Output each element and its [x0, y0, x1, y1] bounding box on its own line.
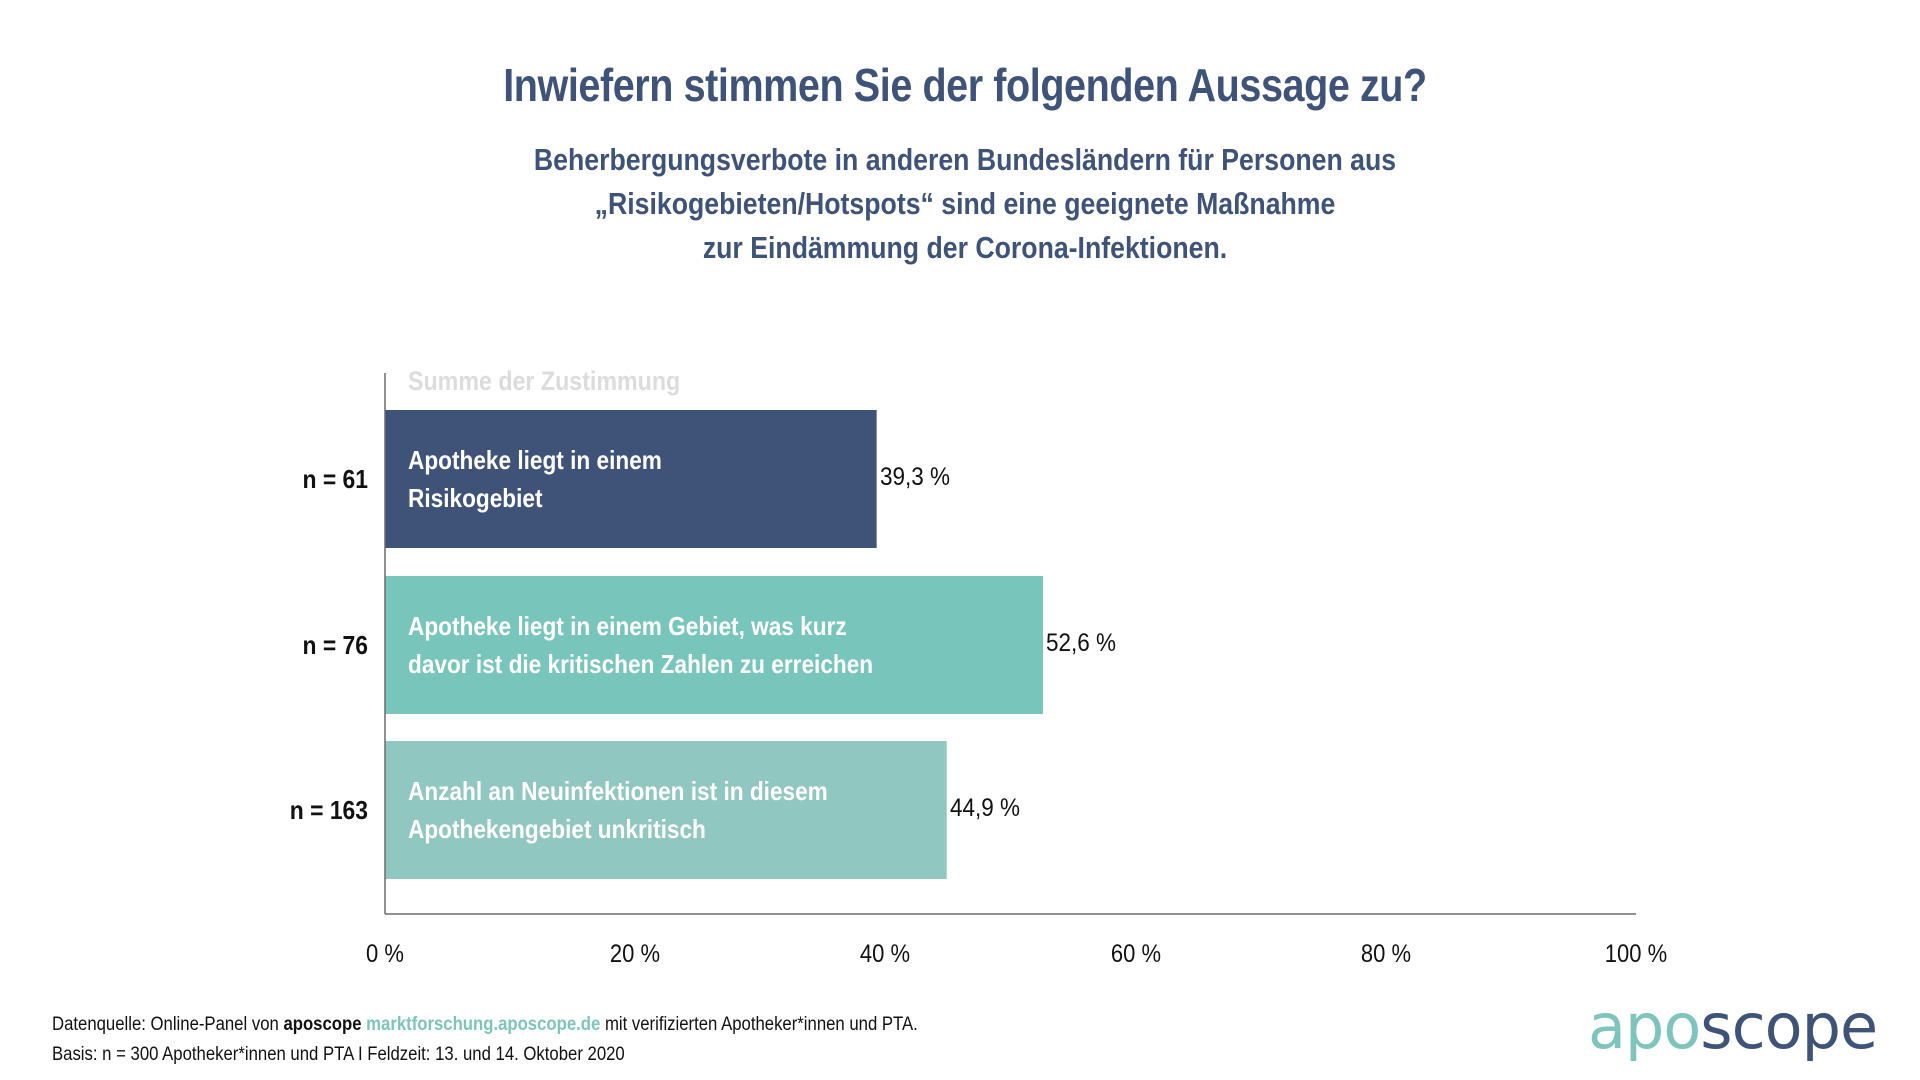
bar-value-label: 52,6 % [1046, 629, 1117, 657]
chart-title: Inwiefern stimmen Sie der folgenden Auss… [503, 59, 1427, 111]
footer-source-prefix: Datenquelle: Online-Panel von [52, 1014, 284, 1035]
bar-value-label: 44,9 % [949, 794, 1020, 822]
footer-source: Datenquelle: Online-Panel von aposcope m… [52, 1010, 918, 1040]
chart-header-label: Summe der Zustimmung [408, 366, 681, 396]
bar-category-label: Apothekengebiet unkritisch [408, 814, 706, 844]
sample-size-label: n = 76 [302, 630, 368, 660]
footer: Datenquelle: Online-Panel von aposcope m… [52, 1010, 918, 1070]
bar-category-label: Apotheke liegt in einem Gebiet, was kurz [408, 611, 847, 641]
logo-part-apo: apo [1588, 990, 1701, 1063]
bar [385, 410, 877, 548]
footer-source-link[interactable]: marktforschung.aposcope.de [366, 1014, 601, 1035]
bar-category-label: Risikogebiet [408, 483, 543, 513]
x-tick-label: 60 % [1110, 940, 1161, 968]
footer-source-brand: aposcope [283, 1014, 362, 1035]
sample-size-label: n = 163 [289, 795, 368, 825]
bar-value-label: 39,3 % [879, 463, 950, 491]
footer-basis: Basis: n = 300 Apotheker*innen und PTA I… [52, 1044, 625, 1065]
bar [385, 741, 947, 879]
x-tick-label: 80 % [1360, 940, 1411, 968]
x-tick-label: 40 % [860, 940, 911, 968]
bar [385, 576, 1044, 714]
aposcope-logo: aposcope [1588, 990, 1878, 1063]
subtitle-line: „Risikogebieten/Hotspots“ sind eine geei… [594, 186, 1336, 221]
bar-category-label: Apotheke liegt in einem [408, 445, 662, 475]
chart-subtitle: Beherbergungsverbote in anderen Bundeslä… [135, 138, 1795, 270]
sample-size-label: n = 61 [302, 464, 368, 494]
footer-source-suffix: mit verifizierten Apotheker*innen und PT… [600, 1014, 918, 1035]
subtitle-line: zur Eindämmung der Corona-Infektionen. [702, 230, 1228, 265]
logo-part-scope: scope [1700, 990, 1878, 1063]
x-tick-label: 100 % [1604, 940, 1668, 968]
subtitle-line: Beherbergungsverbote in anderen Bundeslä… [533, 142, 1397, 177]
bar-category-label: Anzahl an Neuinfektionen ist in diesem [408, 776, 828, 806]
bar-category-label: davor ist die kritischen Zahlen zu errei… [408, 649, 874, 679]
x-tick-label: 0 % [366, 940, 404, 968]
x-tick-label: 20 % [610, 940, 661, 968]
